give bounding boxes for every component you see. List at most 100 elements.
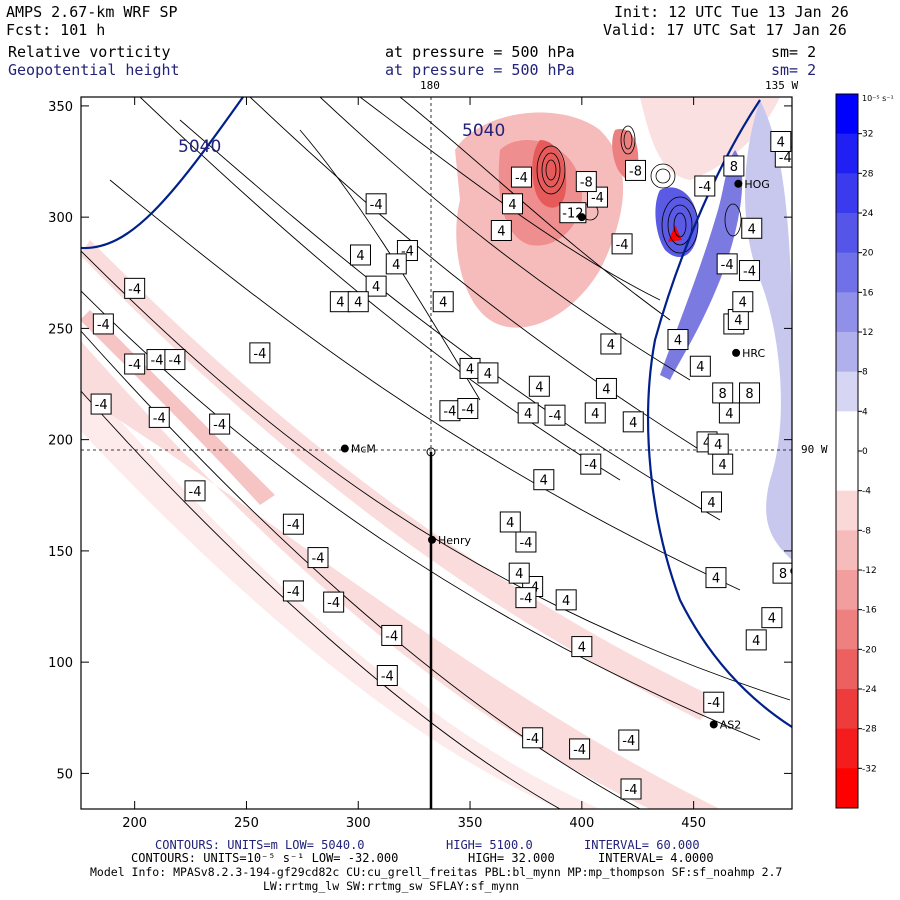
contour-label: -4 <box>164 349 186 371</box>
contour-label-text: 8 <box>730 160 738 175</box>
y-tick-label: 300 <box>48 211 73 226</box>
colorbar-segment <box>836 371 858 412</box>
pos-vorticity-region <box>655 187 699 258</box>
contour-label-text: -4 <box>213 418 226 433</box>
contour-label: -8 <box>624 159 646 181</box>
contour-label: -4 <box>774 146 792 168</box>
contour-label: -4 <box>716 253 738 275</box>
contour-label-text: 8 <box>745 387 753 402</box>
contour-label: -8 <box>58 347 78 367</box>
contour-label: 4 <box>477 362 499 384</box>
contour-label-text: 4 <box>336 296 344 311</box>
station-marker <box>577 213 586 222</box>
station-label: HOG <box>744 178 769 191</box>
station-label: HRC <box>742 347 765 360</box>
y-tick-label: 200 <box>48 434 73 449</box>
contour-label: -4 <box>439 400 461 422</box>
height-label: 5040 <box>178 137 221 157</box>
y-tick-label: 250 <box>48 322 73 337</box>
contour-label: 4 <box>667 329 689 351</box>
colorbar-units: 10⁻⁵ s⁻¹ <box>862 94 894 103</box>
colorbar-tick-label: -12 <box>862 566 877 576</box>
colorbar-segment <box>836 94 858 135</box>
colorbar-segment <box>836 411 858 452</box>
height-label: 5040 <box>462 121 505 141</box>
contour-label: -4 <box>92 313 114 335</box>
contour-label-text: -4 <box>153 411 166 426</box>
colorbar-tick-label: -4 <box>862 487 871 497</box>
footer-model-info: Model Info: MPASv8.2.3-194-gf29cd82c CU:… <box>90 865 783 879</box>
contour-label: 4 <box>508 562 530 584</box>
footer-height-contours-b: HIGH= 5100.0 <box>446 838 533 852</box>
colorbar-tick-label: -32 <box>862 764 877 774</box>
contour-label: 4 <box>571 636 593 658</box>
contour-label-text: -4 <box>128 358 141 373</box>
contour-label: -4 <box>739 260 761 282</box>
contour-label: 4 <box>727 309 749 330</box>
contour-label-text: 4 <box>392 258 400 273</box>
contour-label: 4 <box>770 131 792 152</box>
y-tick-label: 50 <box>56 767 73 782</box>
contour-label: 4 <box>745 629 767 651</box>
contour-label-text: 4 <box>484 367 492 382</box>
contour-label: -4 <box>457 398 479 419</box>
contour-label-text: -4 <box>526 732 539 747</box>
contour-label: 4 <box>712 453 734 475</box>
contour-label-text: 4 <box>629 416 637 431</box>
footer-model-info-2: LW:rrtmg_lw SW:rrtmg_sw SFLAY:sf_mynn <box>263 879 520 893</box>
contour-label: 4 <box>595 377 617 399</box>
field1-smoothing: sm= 2 <box>771 43 817 61</box>
contour-label-text: -4 <box>721 258 734 273</box>
x-tick-label: 200 <box>122 816 147 831</box>
contour-label-text: -4 <box>287 585 300 600</box>
model-title: AMPS 2.67-km WRF SP <box>6 3 178 21</box>
station-marker <box>428 535 437 544</box>
station-marker <box>734 179 743 188</box>
contour-label-text: -8 <box>61 351 74 366</box>
pole-marker <box>426 447 436 457</box>
contour-label: -4 <box>569 738 591 760</box>
meridian-90w-label: 90 W <box>801 443 828 456</box>
contour-label-text: -4 <box>519 536 532 551</box>
contour-label: 4 <box>555 589 577 611</box>
contour-label-text: -4 <box>327 596 340 611</box>
contour-label-text: -4 <box>253 347 266 362</box>
x-tick-label: 450 <box>681 816 706 831</box>
field2-smoothing: sm= 2 <box>771 61 817 79</box>
contour-label: -4 <box>365 193 387 215</box>
colorbar-segment <box>836 768 858 809</box>
contour-label: 4 <box>528 375 550 397</box>
contour-label-text: 4 <box>562 594 570 609</box>
x-tick-label: 300 <box>346 816 371 831</box>
colorbar-tick-label: 12 <box>862 328 873 338</box>
contour-label-text: 4 <box>439 296 447 311</box>
colorbar-segment <box>836 252 858 293</box>
contour-label: 4 <box>490 220 512 241</box>
station-label: McM <box>351 443 376 456</box>
contour-label: 4 <box>732 291 754 313</box>
station-label: AS2 <box>720 718 742 731</box>
colorbar-segment <box>836 530 858 571</box>
contour-label: -4 <box>515 531 537 553</box>
contour-label: 4 <box>517 402 539 424</box>
y-tick-label: 350 <box>48 100 73 115</box>
forecast-hour: Fcst: 101 h <box>6 21 106 39</box>
x-tick-label: 400 <box>569 816 594 831</box>
contour-label-text: 4 <box>703 436 711 451</box>
colorbar-tick-label: 20 <box>862 249 874 259</box>
valid-time: Valid: 17 UTC Sat 17 Jan 26 <box>603 21 847 39</box>
colorbar-segment <box>836 451 858 492</box>
colorbar-tick-label: 24 <box>862 209 874 219</box>
contour-label-text: 4 <box>354 296 362 311</box>
contour-label: -4 <box>282 513 304 535</box>
contour-label-text: -4 <box>707 696 720 711</box>
contour-label: 8 <box>739 382 761 404</box>
contour-label-text: 4 <box>748 222 756 237</box>
footer-vort-contours-a: CONTOURS: UNITS=10⁻⁵ s⁻¹ LOW= -32.000 <box>131 851 399 865</box>
contour-label-text: 4 <box>777 136 785 151</box>
contour-label: 4 <box>385 253 407 275</box>
contour-label-text: 4 <box>466 362 474 377</box>
colorbar-tick-label: -20 <box>862 645 877 655</box>
contour-label-text: -4 <box>443 405 456 420</box>
contour-label-text: 4 <box>707 496 715 511</box>
